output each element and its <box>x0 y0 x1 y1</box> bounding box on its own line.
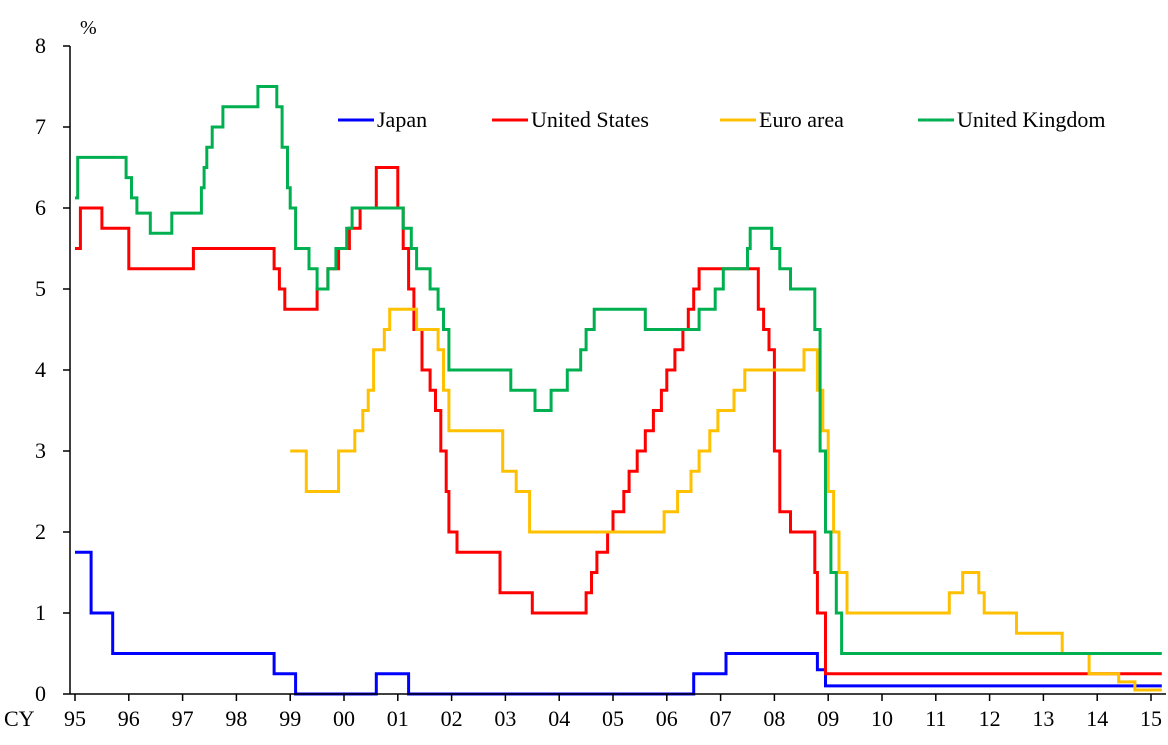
legend-label-united-states: United States <box>531 107 649 132</box>
x-tick-label-13: 13 <box>1032 706 1054 731</box>
x-tick-label-12: 12 <box>979 706 1001 731</box>
x-tick-label-00: 00 <box>333 706 355 731</box>
legend-label-united-kingdom: United Kingdom <box>957 107 1106 132</box>
y-tick-label-4: 4 <box>35 357 46 382</box>
legend-label-euro-area: Euro area <box>759 107 844 132</box>
x-tick-label-04: 04 <box>548 706 570 731</box>
x-tick-label-03: 03 <box>494 706 516 731</box>
x-tick-label-09: 09 <box>817 706 839 731</box>
legend-label-japan: Japan <box>377 107 427 132</box>
y-tick-label-0: 0 <box>35 681 46 706</box>
x-tick-label-97: 97 <box>172 706 194 731</box>
y-tick-label-2: 2 <box>35 519 46 544</box>
x-axis-prefix-label: CY <box>4 706 35 731</box>
series-line-japan <box>75 550 1162 696</box>
series-line-united-kingdom <box>75 85 1162 655</box>
y-tick-label-5: 5 <box>35 276 46 301</box>
x-tick-label-05: 05 <box>602 706 624 731</box>
y-axis-unit-label: % <box>80 17 97 39</box>
x-tick-label-07: 07 <box>710 706 732 731</box>
x-tick-label-14: 14 <box>1086 706 1108 731</box>
x-tick-label-01: 01 <box>387 706 409 731</box>
x-tick-label-11: 11 <box>925 706 946 731</box>
y-tick-label-3: 3 <box>35 438 46 463</box>
y-tick-label-7: 7 <box>35 114 46 139</box>
x-tick-label-99: 99 <box>279 706 301 731</box>
x-tick-label-15: 15 <box>1140 706 1162 731</box>
x-tick-label-10: 10 <box>871 706 893 731</box>
x-tick-label-96: 96 <box>118 706 140 731</box>
x-tick-label-06: 06 <box>656 706 678 731</box>
series-line-united-states <box>75 166 1162 676</box>
x-tick-label-08: 08 <box>763 706 785 731</box>
y-tick-label-1: 1 <box>35 600 46 625</box>
series-layer <box>75 85 1162 696</box>
x-tick-label-95: 95 <box>64 706 86 731</box>
series-line-euro-area <box>290 307 1162 692</box>
y-tick-label-8: 8 <box>35 33 46 58</box>
x-tick-label-02: 02 <box>441 706 463 731</box>
y-tick-label-6: 6 <box>35 195 46 220</box>
x-tick-label-98: 98 <box>225 706 247 731</box>
legend: Japan United States Euro area United Kingdo… <box>338 107 1106 132</box>
